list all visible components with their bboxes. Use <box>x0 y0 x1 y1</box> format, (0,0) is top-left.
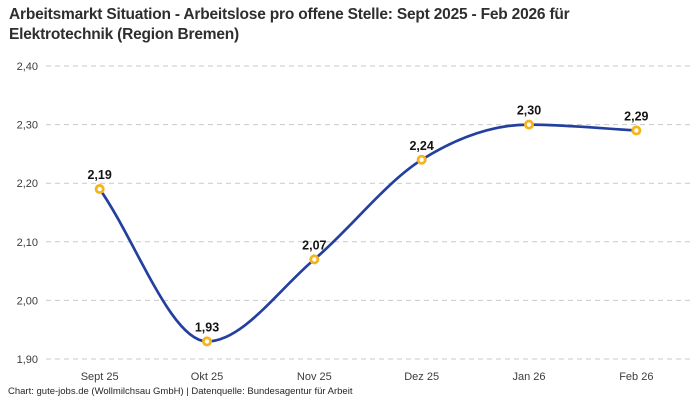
data-point-label: 2,29 <box>624 109 648 123</box>
x-axis-tick-label: Dez 25 <box>404 371 439 383</box>
y-axis-tick-label: 2,00 <box>17 295 38 307</box>
chart-title: Arbeitsmarkt Situation - Arbeitslose pro… <box>9 5 657 45</box>
data-point-marker <box>631 125 642 136</box>
x-axis-tick-label: Nov 25 <box>297 371 332 383</box>
chart-footer: Chart: gute-jobs.de (Wollmilchsau GmbH) … <box>8 386 353 397</box>
y-axis-tick-label: 2,40 <box>17 61 38 73</box>
y-axis-tick-label: 2,30 <box>17 120 38 132</box>
data-point-label: 2,30 <box>517 104 541 118</box>
x-axis-tick-label: Sept 25 <box>81 371 119 383</box>
y-axis-tick-label: 2,10 <box>17 237 38 249</box>
data-point-marker <box>94 184 105 195</box>
data-point-marker <box>416 154 427 165</box>
chart-title-line2: Elektrotechnik (Region Bremen) <box>9 26 239 43</box>
data-point-label: 2,07 <box>302 238 326 252</box>
x-axis-tick-label: Jan 26 <box>512 371 545 383</box>
data-point-label: 2,24 <box>409 139 433 153</box>
data-point-marker <box>201 336 212 347</box>
y-axis-tick-label: 2,20 <box>17 178 38 190</box>
x-axis-tick-label: Feb 26 <box>619 371 653 383</box>
data-point-label: 2,19 <box>87 168 111 182</box>
data-point-marker <box>524 119 535 130</box>
line-series <box>98 123 638 343</box>
y-axis-tick-label: 1,90 <box>17 354 38 366</box>
x-axis-tick-label: Okt 25 <box>191 371 223 383</box>
data-point-marker <box>309 254 320 265</box>
data-point-label: 1,93 <box>195 320 219 334</box>
chart-title-line1: Arbeitsmarkt Situation - Arbeitslose pro… <box>9 6 570 23</box>
